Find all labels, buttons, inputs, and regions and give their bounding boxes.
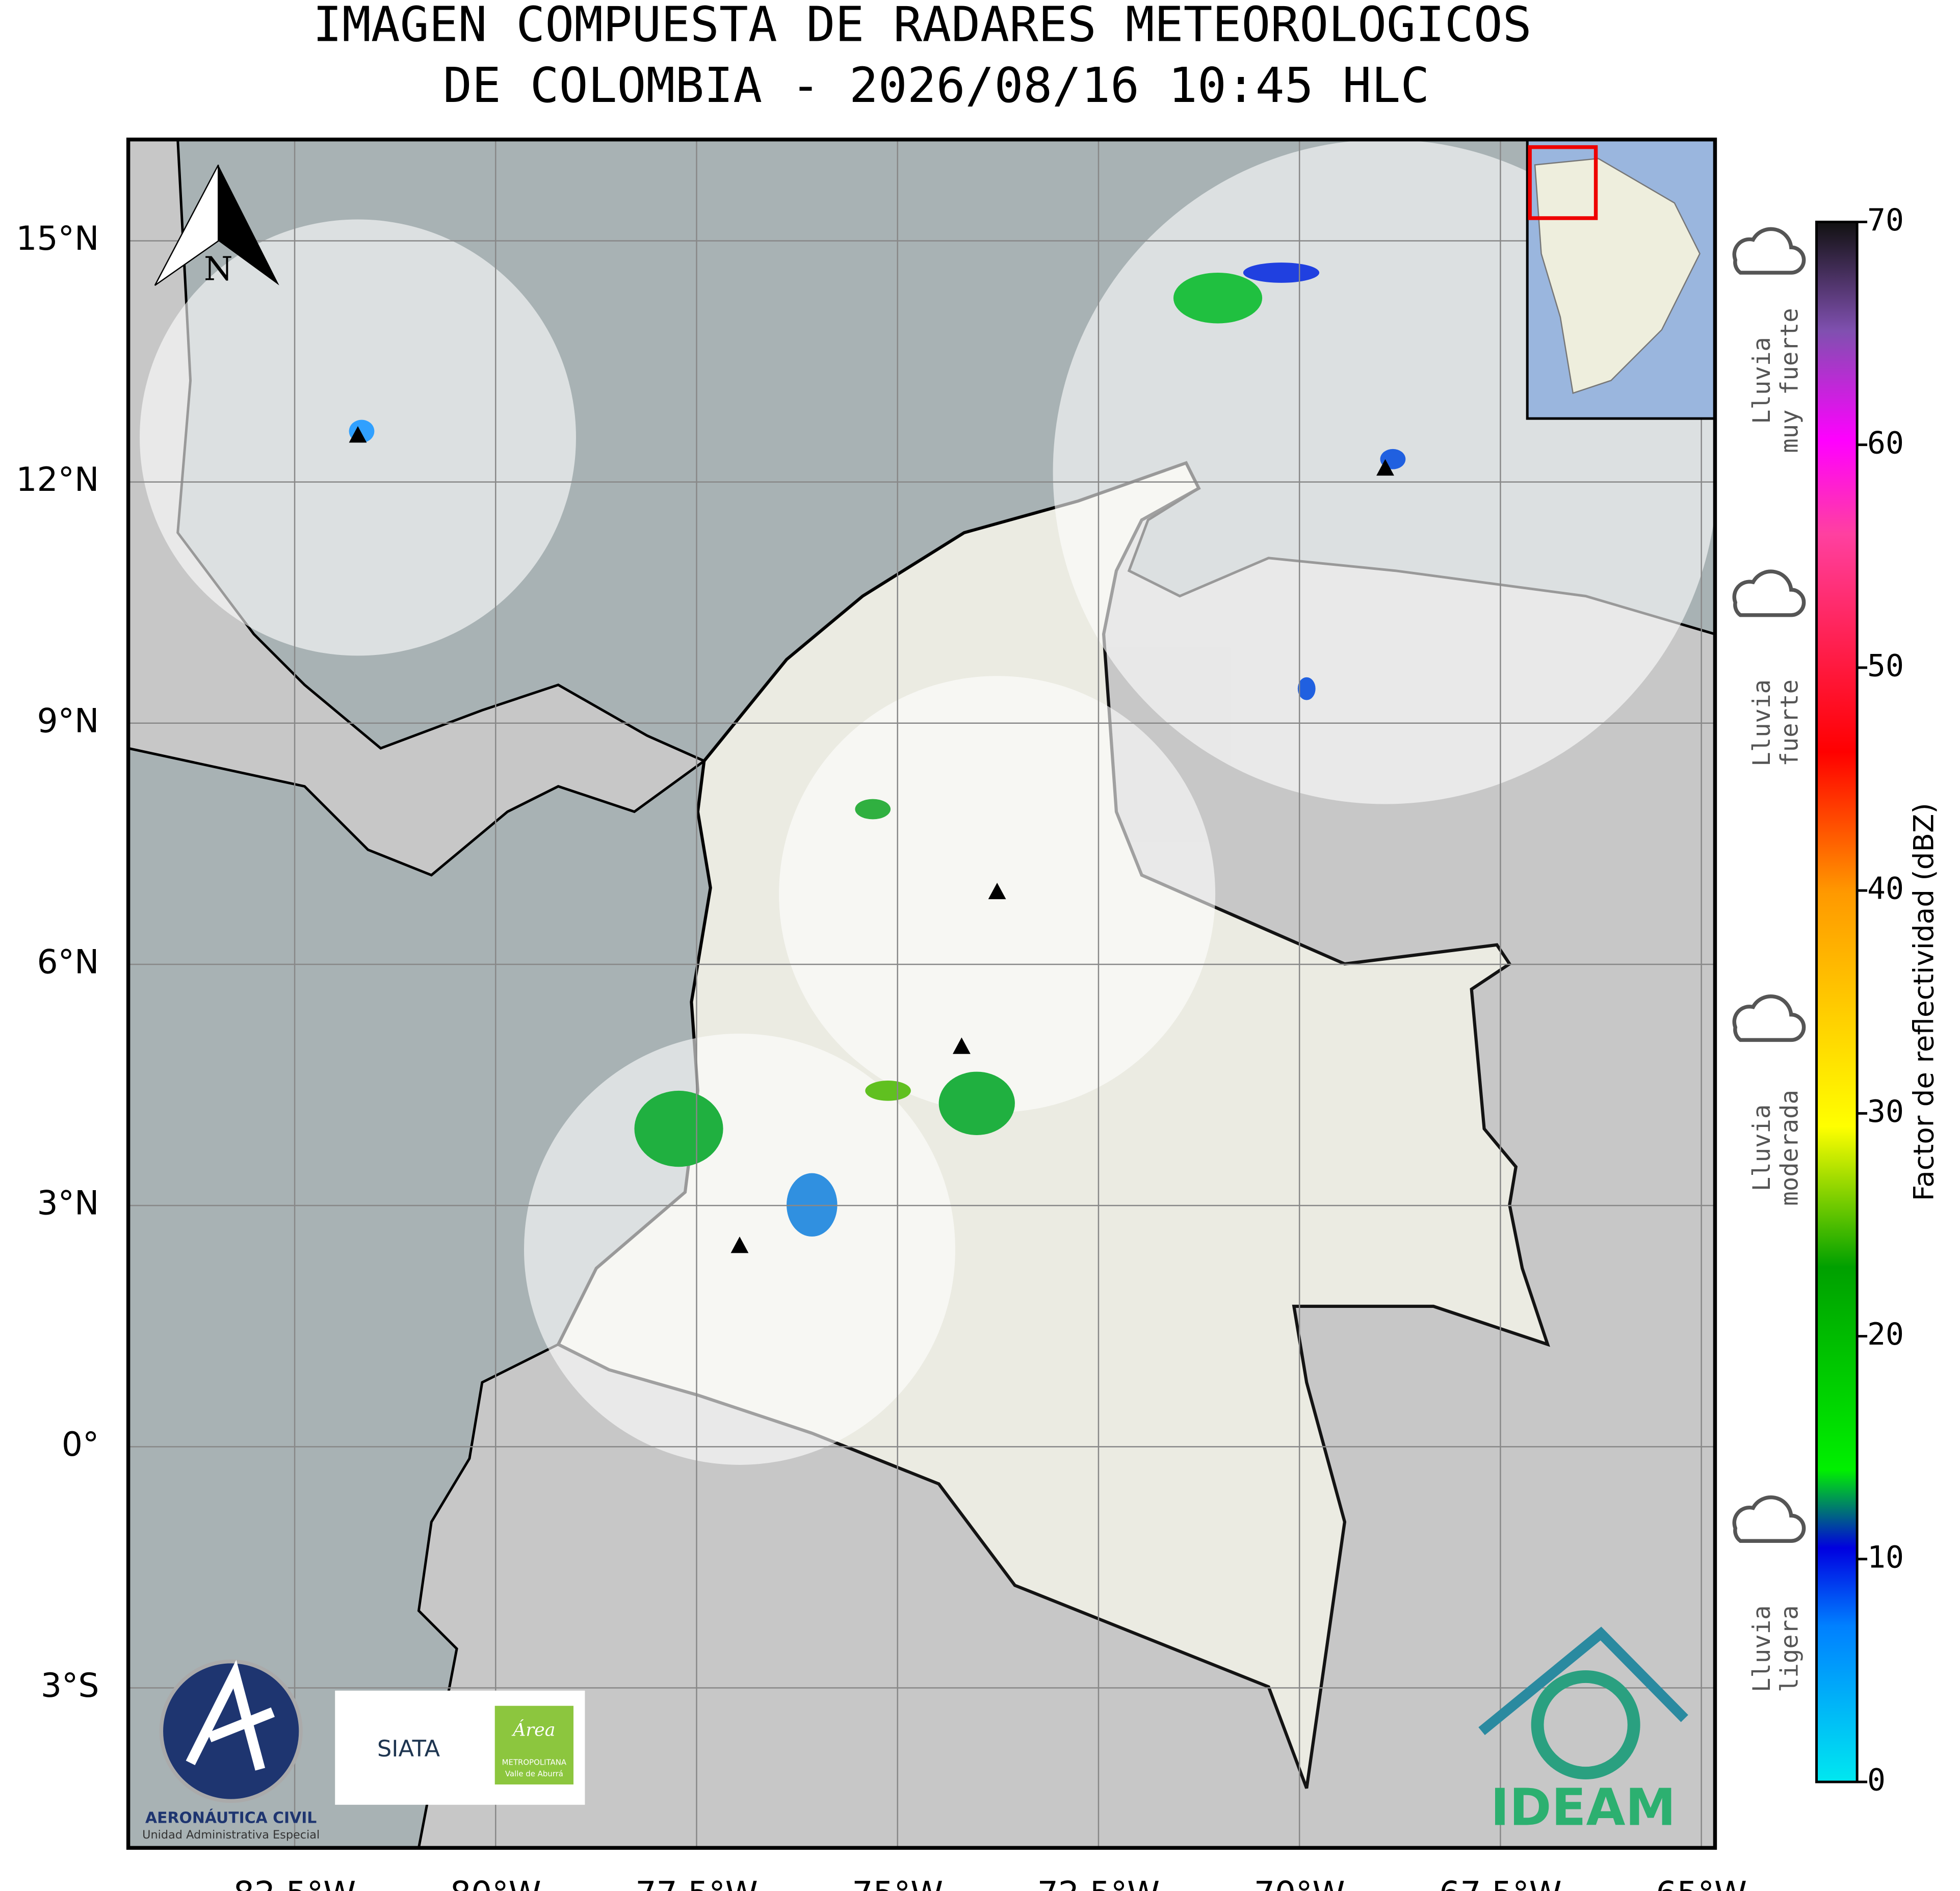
- logo-text: AERONÁUTICA CIVIL: [145, 1809, 317, 1827]
- y-tick-label: 12°N: [16, 461, 99, 499]
- rain-label: muy fuerte: [1776, 308, 1804, 453]
- x-tick-label: 72.5°W: [1037, 1875, 1160, 1891]
- rain-category: Lluvia fuerte: [1732, 569, 1806, 767]
- y-tick-label: 3°S: [41, 1667, 99, 1705]
- colorbar-tick-label: 40: [1867, 872, 1904, 907]
- y-tick-label: 15°N: [16, 220, 99, 258]
- rain-category: Lluvia moderada: [1732, 994, 1806, 1206]
- x-tick-label: 77.5°W: [635, 1875, 757, 1891]
- x-tick-label: 75°W: [852, 1875, 943, 1891]
- rain-category: Lluvia ligera: [1732, 1495, 1806, 1692]
- map-frame: [126, 137, 1717, 1850]
- colorbar-tick-label: 60: [1867, 426, 1904, 461]
- logo-text: Área: [511, 1719, 555, 1740]
- rain-label: moderada: [1776, 1090, 1804, 1206]
- y-tick-label: 3°N: [37, 1185, 99, 1223]
- logo-text: IDEAM: [1491, 1779, 1676, 1837]
- rain-label: Lluvia: [1748, 337, 1776, 424]
- x-tick-label: 82.5°W: [233, 1875, 356, 1891]
- rain-label: fuerte: [1776, 679, 1804, 767]
- colorbar-tick-label: 70: [1867, 203, 1904, 238]
- map-area: [128, 139, 1715, 1848]
- title-line: DE COLOMBIA - 2026/08/16 10:45 HLC: [443, 58, 1429, 114]
- rain-category: Lluvia muy fuerte: [1732, 227, 1806, 453]
- x-tick-label: 70°W: [1254, 1875, 1345, 1891]
- rain-label: Lluvia: [1748, 1605, 1776, 1692]
- y-tick-label: 9°N: [37, 702, 99, 740]
- area-logo: [494, 1705, 574, 1784]
- inset-box: [1528, 145, 1598, 220]
- ideam-roof: [1478, 1626, 1688, 1736]
- grid: [128, 139, 1715, 1848]
- colorbar-tick-label: 0: [1867, 1763, 1886, 1798]
- cloud-icon: [1732, 569, 1806, 617]
- title-line: IMAGEN COMPUESTA DE RADARES METEOROLOGIC…: [313, 0, 1532, 53]
- logo-text: Valle de Aburrá: [505, 1769, 563, 1778]
- y-tick-label: 0°: [62, 1426, 99, 1464]
- x-tick-label: 80°W: [450, 1875, 541, 1891]
- colorbar-tick-label: 20: [1867, 1317, 1904, 1352]
- colorbar-tick-label: 10: [1867, 1540, 1904, 1575]
- colorbar: [1815, 220, 1859, 1783]
- cloud-icon: [1732, 994, 1806, 1042]
- radar-sites: [349, 426, 1394, 1253]
- rain-label: Lluvia: [1748, 1105, 1776, 1192]
- logo-text: METROPOLITANA: [502, 1758, 567, 1767]
- x-tick-label: 67.5°W: [1439, 1875, 1561, 1891]
- colorbar-label: Factor de reflectividad (dBZ): [1907, 803, 1940, 1201]
- ideam-swirl: [1531, 1670, 1640, 1780]
- logo-text: Unidad Administrativa Especial: [142, 1828, 320, 1842]
- rain-label: ligera: [1776, 1605, 1804, 1692]
- colorbar-tick-label: 30: [1867, 1094, 1904, 1130]
- logo-text: SIATA: [377, 1735, 440, 1762]
- north-label: N: [204, 250, 233, 288]
- logos: AERONÁUTICA CIVIL Unidad Administrativa …: [142, 1626, 1688, 1842]
- cloud-icon: [1732, 1495, 1806, 1543]
- y-tick-label: 6°N: [37, 943, 99, 982]
- cloud-icon: [1732, 227, 1806, 275]
- radar-echoes: [349, 262, 1406, 1237]
- colorbar-tick-label: 50: [1867, 648, 1904, 684]
- x-tick-label: 65°W: [1656, 1875, 1747, 1891]
- rain-label: Lluvia: [1748, 679, 1776, 767]
